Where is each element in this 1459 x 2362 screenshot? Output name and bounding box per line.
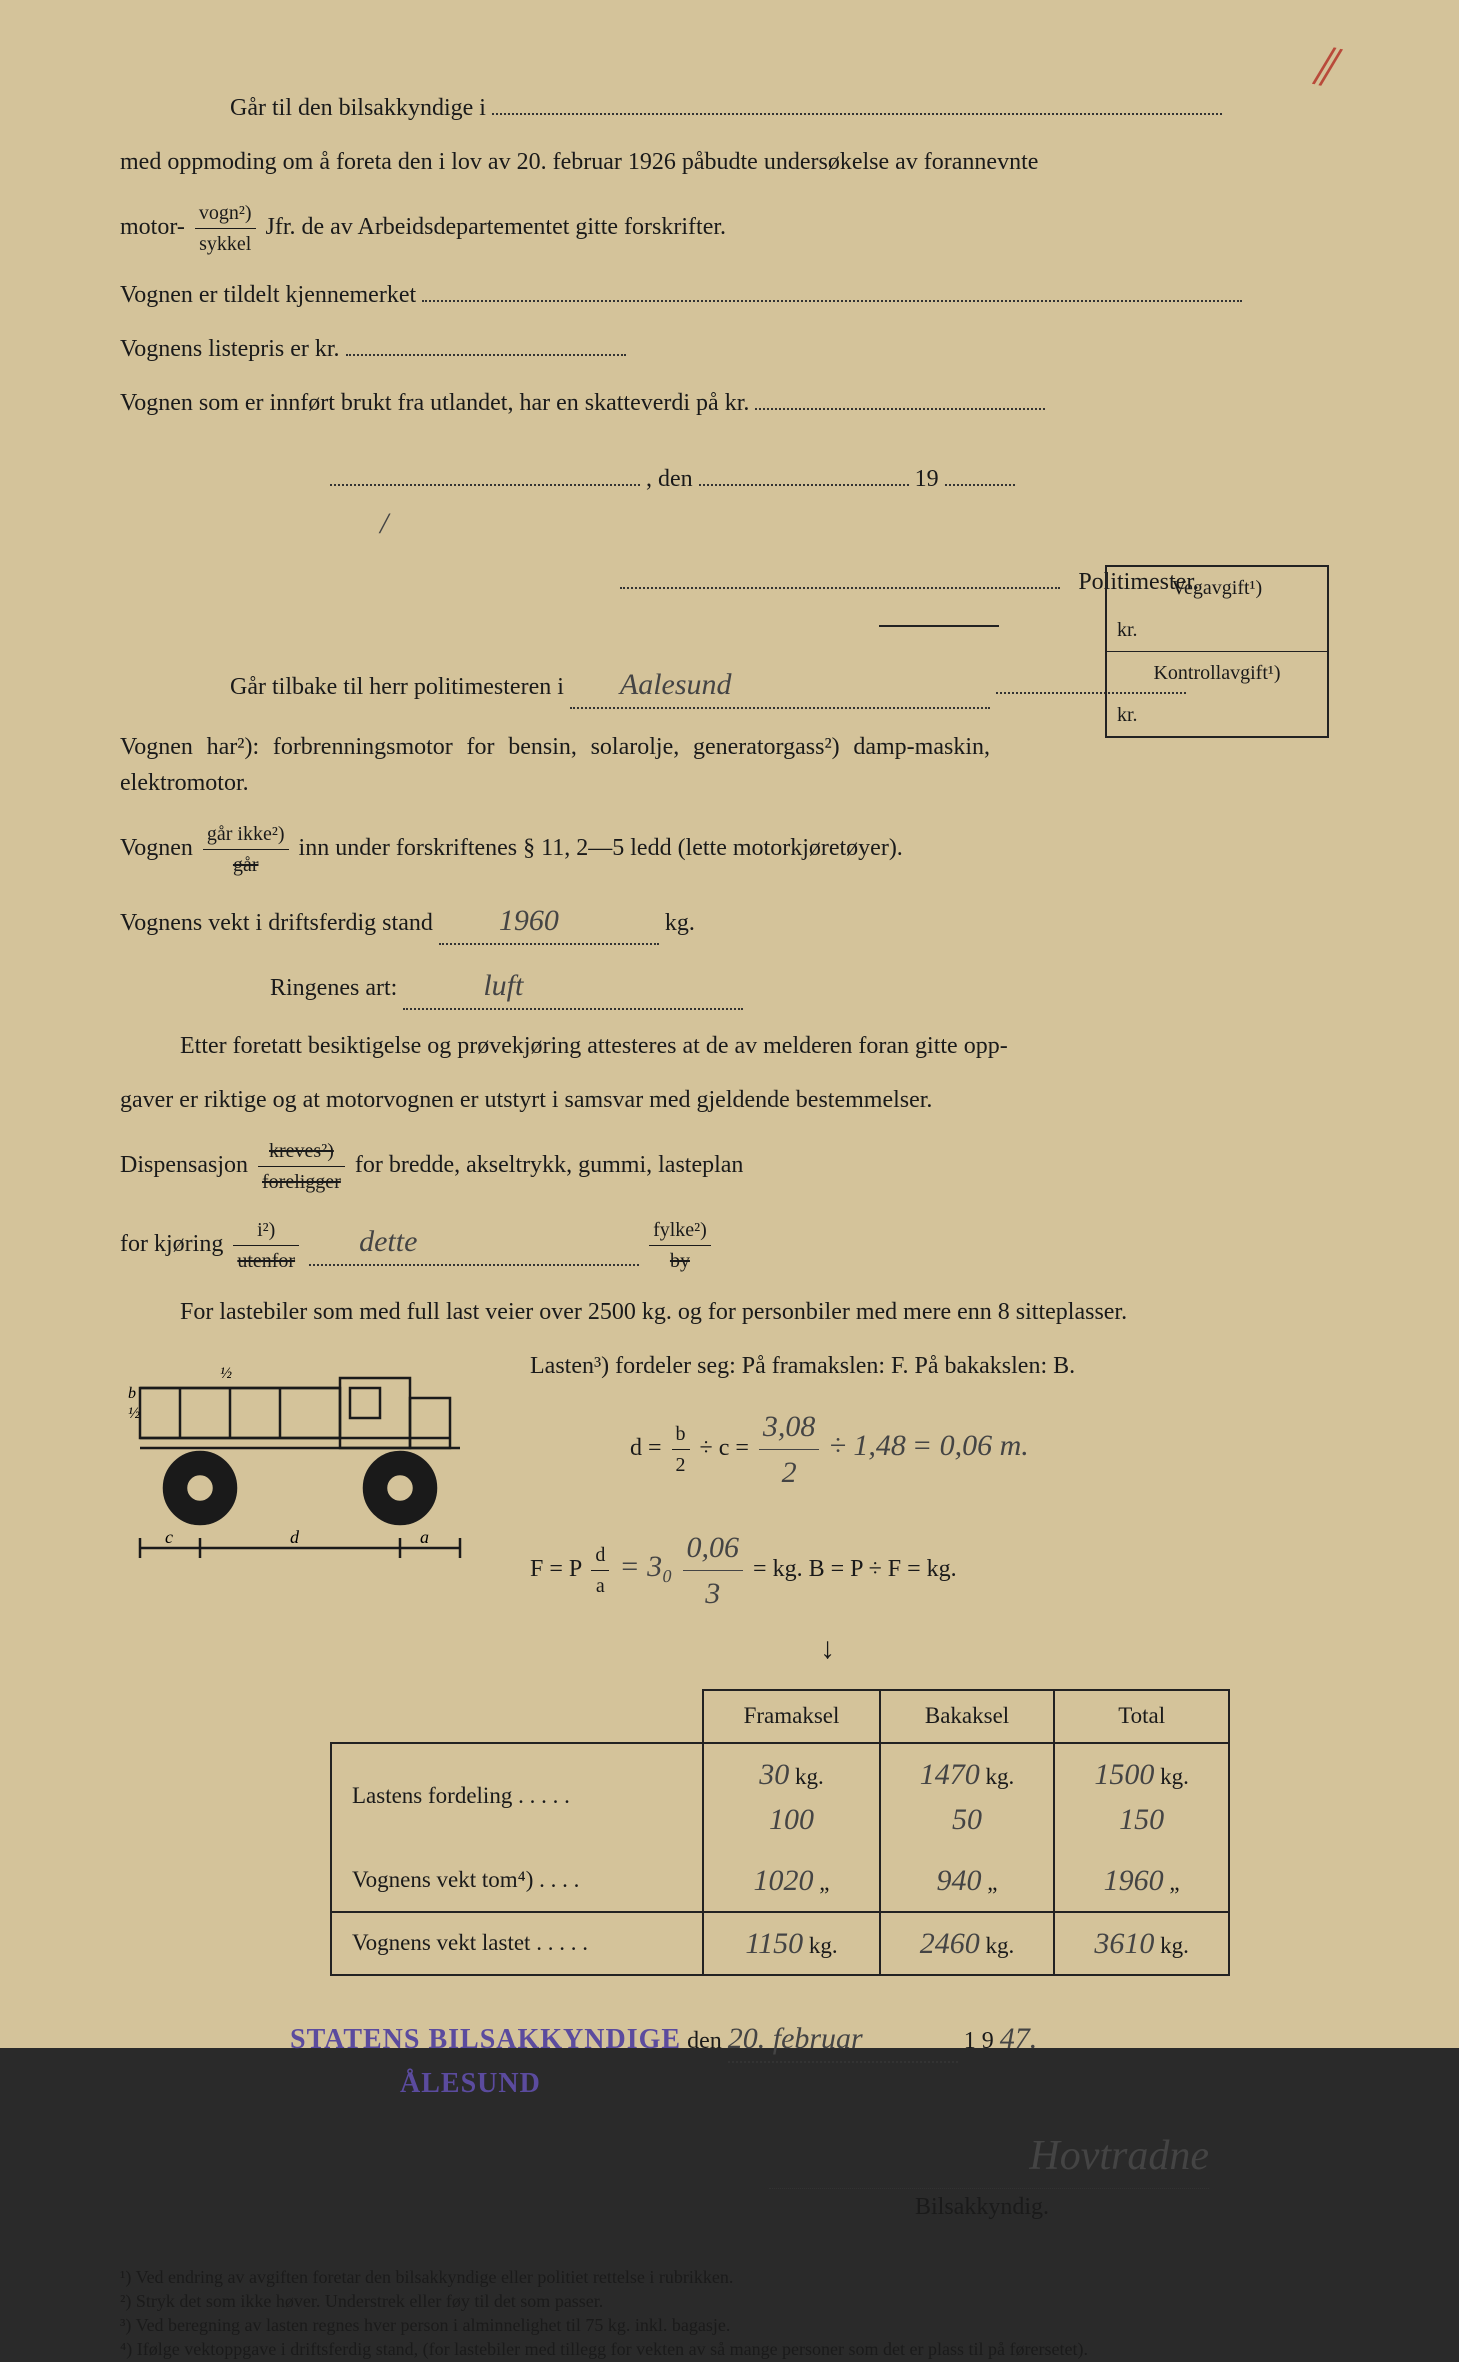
formula-d: d = b2 ÷ c = 3,082 ÷ 1,48 = 0,06 m. bbox=[630, 1404, 1339, 1495]
fee-box: Vegavgift¹) kr. Kontrollavgift¹) kr. bbox=[1105, 565, 1329, 738]
text: Vognen bbox=[120, 835, 193, 861]
text: , den bbox=[646, 466, 693, 492]
text: Vognen er tildelt kjennemerket bbox=[120, 282, 416, 308]
slash-mark: / bbox=[380, 501, 1339, 546]
text: for kjøring bbox=[120, 1231, 223, 1257]
blank-field[interactable] bbox=[422, 300, 1242, 302]
svg-text:½: ½ bbox=[220, 1365, 232, 1382]
document-page: // Går til den bilsakkyndige i med oppmo… bbox=[0, 0, 1459, 2048]
text: Vognens listepris er kr. bbox=[120, 336, 340, 362]
blank-field[interactable] bbox=[492, 113, 1222, 115]
col-total: Total bbox=[1054, 1690, 1229, 1743]
line-bilsakkyndige: Går til den bilsakkyndige i bbox=[230, 90, 1339, 126]
arrow-down: ↓ bbox=[820, 1626, 1339, 1671]
field-kjoring[interactable]: dette bbox=[309, 1219, 639, 1266]
label-bilsakkyndig: Bilsakkyndig. bbox=[915, 2194, 1049, 2220]
text: Dispensasjon bbox=[120, 1152, 248, 1178]
calculation-table: Framaksel Bakaksel Total Lastens fordeli… bbox=[330, 1689, 1230, 1976]
load-intro: For lastebiler som med full last veier o… bbox=[180, 1294, 1339, 1330]
footnote-4: ⁴) Ifølge vektoppgave i driftsferdig sta… bbox=[120, 2337, 1339, 2361]
line-listepris: Vognens listepris er kr. bbox=[120, 331, 1339, 367]
label-kontrollavgift: Kontrollavgift¹) bbox=[1107, 651, 1327, 694]
fraction-i-utenfor: i²) utenfor bbox=[233, 1215, 299, 1276]
handwritten-kjoring: dette bbox=[309, 1225, 417, 1258]
footnotes: ¹) Ved endring av avgiften foretar den b… bbox=[120, 2265, 1339, 2362]
text: motor- bbox=[120, 214, 185, 240]
field-vegavgift-kr[interactable]: kr. bbox=[1107, 609, 1327, 651]
svg-text:c: c bbox=[165, 1527, 173, 1547]
formula-header: Lasten³) fordeler seg: På framakslen: F.… bbox=[530, 1348, 1339, 1384]
text: kg. bbox=[665, 910, 695, 936]
label-vegavgift: Vegavgift¹) bbox=[1107, 567, 1327, 609]
line-vognen-har: Vognen har²): forbrenningsmotor for bens… bbox=[120, 729, 990, 801]
line-vekt: Vognens vekt i driftsferdig stand 1960 k… bbox=[120, 898, 1339, 945]
rule bbox=[120, 602, 999, 638]
svg-text:a: a bbox=[420, 1527, 429, 1547]
formula-f: F = P da = 3₀ 0,063 = kg. B = P ÷ F = kg… bbox=[530, 1525, 1339, 1616]
text: 1 9 bbox=[964, 2028, 994, 2054]
svg-text:½: ½ bbox=[128, 1405, 140, 1422]
row-vekt-tom: Vognens vekt tom⁴) . . . . 1020 „ 940 „ … bbox=[331, 1850, 1229, 1912]
handwritten-location: Aalesund bbox=[570, 668, 732, 701]
text: 19 bbox=[915, 466, 939, 492]
text: Jfr. de av Arbeidsdepartementet gitte fo… bbox=[266, 214, 727, 240]
formulas-block: Lasten³) fordeler seg: På framakslen: F.… bbox=[530, 1348, 1339, 1671]
line-motor: motor- vogn²) sykkel Jfr. de av Arbeidsd… bbox=[120, 198, 1339, 259]
line-skatteverdi: Vognen som er innført brukt fra utlandet… bbox=[120, 385, 1339, 421]
text: Går tilbake til herr politimesteren i bbox=[230, 674, 564, 700]
blank-day[interactable] bbox=[699, 484, 909, 486]
footnote-3: ³) Ved beregning av lasten regnes hver p… bbox=[120, 2313, 1339, 2337]
svg-text:b: b bbox=[128, 1385, 136, 1402]
text: inn under forskriftenes § 11, 2—5 ledd (… bbox=[299, 835, 903, 861]
politimester-line: Politimester. bbox=[120, 564, 1199, 600]
text: Vognen som er innført brukt fra utlandet… bbox=[120, 390, 749, 416]
signature-line: Hovtradne Bilsakkyndig. bbox=[120, 2125, 1209, 2225]
handwritten-vekt: 1960 bbox=[439, 904, 559, 937]
truck-section: c d a b ½ ½ Lasten³) fordeler seg: På fr… bbox=[120, 1348, 1339, 1671]
line-kjennemerke: Vognen er tildelt kjennemerket bbox=[120, 277, 1339, 313]
col-bakaksel: Bakaksel bbox=[880, 1690, 1055, 1743]
fraction-fylke-by: fylke²) by bbox=[649, 1215, 711, 1276]
text: den bbox=[687, 2028, 722, 2054]
line-inn-under: Vognen går ikke²) går inn under forskrif… bbox=[120, 819, 990, 880]
blank-place[interactable] bbox=[330, 484, 640, 486]
text: Vognens vekt i driftsferdig stand bbox=[120, 910, 433, 936]
line-ringenes: Ringenes art: luft bbox=[270, 963, 1339, 1010]
truck-diagram: c d a b ½ ½ bbox=[120, 1348, 500, 1671]
blank-field[interactable] bbox=[755, 408, 1045, 410]
attest-line-2: gaver er riktige og at motorvognen er ut… bbox=[120, 1082, 1339, 1118]
handwritten-ringenes: luft bbox=[403, 969, 523, 1002]
row-lastens-fordeling: Lastens fordeling . . . . . 30 kg.100 14… bbox=[331, 1743, 1229, 1850]
handwritten-year: 47. bbox=[1000, 2022, 1038, 2055]
fraction-gaar: går ikke²) går bbox=[203, 819, 289, 880]
text: Ringenes art: bbox=[270, 975, 397, 1001]
line-dispensasjon: Dispensasjon kreves²) foreligger for bre… bbox=[120, 1136, 1339, 1197]
blank-year[interactable] bbox=[945, 484, 1015, 486]
stamp-line1: STATENS BILSAKKYNDIGE bbox=[290, 2019, 681, 2061]
date-line: , den 19 bbox=[330, 461, 1339, 497]
fraction-disp: kreves²) foreligger bbox=[258, 1136, 345, 1197]
line-oppmoding: med oppmoding om å foreta den i lov av 2… bbox=[120, 144, 1339, 180]
field-ringenes[interactable]: luft bbox=[403, 963, 743, 1010]
footnote-2: ²) Stryk det som ikke høver. Understrek … bbox=[120, 2289, 1339, 2313]
handwritten-date: 20. februar bbox=[728, 2022, 863, 2055]
signature-block: STATENS BILSAKKYNDIGE den 20. februar 1 … bbox=[290, 2016, 1339, 2105]
row-vekt-lastet: Vognens vekt lastet . . . . . 1150 kg. 2… bbox=[331, 1912, 1229, 1975]
line-kjoring: for kjøring i²) utenfor dette fylke²) by bbox=[120, 1215, 1339, 1276]
stamp-line2: ÅLESUND bbox=[400, 2063, 541, 2105]
footnote-1: ¹) Ved endring av avgiften foretar den b… bbox=[120, 2265, 1339, 2289]
svg-text:d: d bbox=[290, 1527, 300, 1547]
text: Går til den bilsakkyndige i bbox=[230, 95, 486, 121]
fraction-vogn-sykkel: vogn²) sykkel bbox=[195, 198, 256, 259]
field-kontrollavgift-kr[interactable]: kr. bbox=[1107, 694, 1327, 736]
attest-line-1: Etter foretatt besiktigelse og prøvekjør… bbox=[180, 1028, 1339, 1064]
blank-field[interactable] bbox=[346, 354, 626, 356]
handwritten-signature: Hovtradne bbox=[1029, 2133, 1209, 2179]
field-location[interactable]: Aalesund bbox=[570, 662, 990, 709]
field-vekt[interactable]: 1960 bbox=[439, 898, 659, 945]
field-date[interactable]: 20. februar bbox=[728, 2016, 958, 2063]
col-framaksel: Framaksel bbox=[703, 1690, 879, 1743]
text: for bredde, akseltrykk, gummi, lasteplan bbox=[355, 1152, 744, 1178]
